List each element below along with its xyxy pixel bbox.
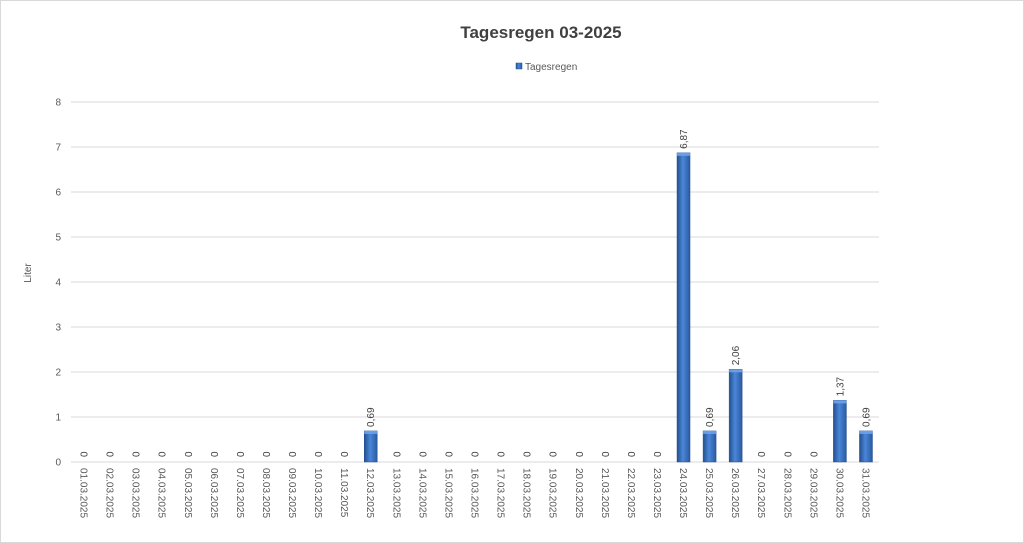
data-label: 6,87 [679, 129, 690, 149]
x-tick-label: 30.03.2025 [833, 468, 844, 518]
data-label: 1,37 [835, 376, 846, 396]
data-label: 0 [601, 451, 612, 457]
bar-cap [729, 369, 743, 373]
data-labels: 0 0 0 0 0 0 0 0 0 0 0 0,69 0 0 0 0 0 0 0 0 0 0 0 6,87 0,69 2,06 0 0… [80, 129, 873, 457]
bar-cap [859, 430, 873, 434]
x-tick-label: 09.03.2025 [286, 468, 297, 518]
data-label: 0 [783, 451, 794, 457]
x-tick-label: 19.03.2025 [547, 468, 558, 518]
x-tick-label: 01.03.2025 [78, 468, 89, 518]
x-tick-label: 24.03.2025 [677, 468, 688, 518]
x-tick-label: 11.03.2025 [338, 468, 349, 518]
x-axis-ticks: 01.03.2025 02.03.2025 03.03.2025 04.03.2025… [78, 468, 871, 518]
y-tick-label: 8 [55, 98, 61, 109]
x-tick-label: 10.03.2025 [312, 468, 323, 518]
y-tick-label: 2 [55, 368, 61, 379]
data-label: 0 [236, 451, 247, 457]
x-tick-label: 29.03.2025 [807, 468, 818, 518]
data-label: 0 [757, 451, 768, 457]
x-tick-label: 16.03.2025 [469, 468, 480, 518]
data-label: 0 [627, 451, 638, 457]
legend-label: Tagesregen [525, 62, 577, 73]
data-label: 0 [471, 451, 482, 457]
chart-title: Tagesregen 03-2025 [460, 23, 621, 42]
bar [676, 152, 691, 463]
x-tick-label: 31.03.2025 [859, 468, 870, 518]
data-label: 0 [80, 451, 91, 457]
bars [363, 152, 873, 463]
x-tick-label: 27.03.2025 [755, 468, 766, 518]
x-tick-label: 05.03.2025 [182, 468, 193, 518]
data-label: 0 [210, 451, 221, 457]
data-label: 0 [575, 451, 586, 457]
x-tick-label: 02.03.2025 [104, 468, 115, 518]
data-label: 0,69 [705, 407, 716, 427]
gridlines [71, 101, 879, 463]
y-tick-label: 1 [55, 413, 61, 424]
data-label: 0 [340, 451, 351, 457]
x-tick-label: 04.03.2025 [156, 468, 167, 518]
bar-cap [677, 152, 691, 156]
y-tick-label: 0 [55, 458, 61, 469]
y-tick-label: 4 [55, 278, 61, 289]
data-label: 0,69 [861, 407, 872, 427]
x-tick-label: 22.03.2025 [625, 468, 636, 518]
data-label: 0,69 [366, 407, 377, 427]
data-label: 0 [262, 451, 273, 457]
x-tick-label: 21.03.2025 [599, 468, 610, 518]
data-label: 0 [314, 451, 325, 457]
data-label: 0 [549, 451, 560, 457]
bar [859, 430, 873, 463]
legend-swatch [515, 62, 523, 70]
x-tick-label: 08.03.2025 [260, 468, 271, 518]
data-label: 2,06 [731, 345, 742, 365]
x-tick-label: 26.03.2025 [729, 468, 740, 518]
x-tick-label: 28.03.2025 [781, 468, 792, 518]
legend: Tagesregen [515, 62, 577, 73]
bar-cap [833, 400, 847, 404]
data-label: 0 [418, 451, 429, 457]
bar [728, 369, 743, 463]
data-label: 0 [184, 451, 195, 457]
x-tick-label: 12.03.2025 [364, 468, 375, 518]
y-tick-label: 3 [55, 323, 61, 334]
data-label: 0 [444, 451, 455, 457]
x-tick-label: 15.03.2025 [442, 468, 453, 518]
x-tick-label: 14.03.2025 [416, 468, 427, 518]
x-tick-label: 18.03.2025 [521, 468, 532, 518]
x-tick-label: 03.03.2025 [130, 468, 141, 518]
bar-cap [364, 430, 378, 434]
data-label: 0 [106, 451, 117, 457]
data-label: 0 [809, 451, 820, 457]
y-axis-ticks: 0 1 2 3 4 5 6 7 8 [55, 98, 61, 469]
bar [363, 430, 378, 463]
x-tick-label: 20.03.2025 [573, 468, 584, 518]
bar-cap [703, 430, 717, 434]
x-tick-label: 23.03.2025 [651, 468, 662, 518]
x-tick-label: 07.03.2025 [234, 468, 245, 518]
bar [833, 400, 847, 463]
y-axis-label: Liter [23, 263, 34, 283]
data-label: 0 [497, 451, 508, 457]
data-label: 0 [653, 451, 664, 457]
y-tick-label: 6 [55, 188, 61, 199]
x-tick-label: 25.03.2025 [703, 468, 714, 518]
y-tick-label: 7 [55, 143, 61, 154]
bar [702, 430, 717, 463]
data-label: 0 [158, 451, 169, 457]
y-tick-label: 5 [55, 233, 61, 244]
data-label: 0 [288, 451, 299, 457]
data-label: 0 [132, 451, 143, 457]
data-label: 0 [392, 451, 403, 457]
x-tick-label: 17.03.2025 [495, 468, 506, 518]
x-tick-label: 06.03.2025 [208, 468, 219, 518]
data-label: 0 [523, 451, 534, 457]
x-tick-label: 13.03.2025 [390, 468, 401, 518]
